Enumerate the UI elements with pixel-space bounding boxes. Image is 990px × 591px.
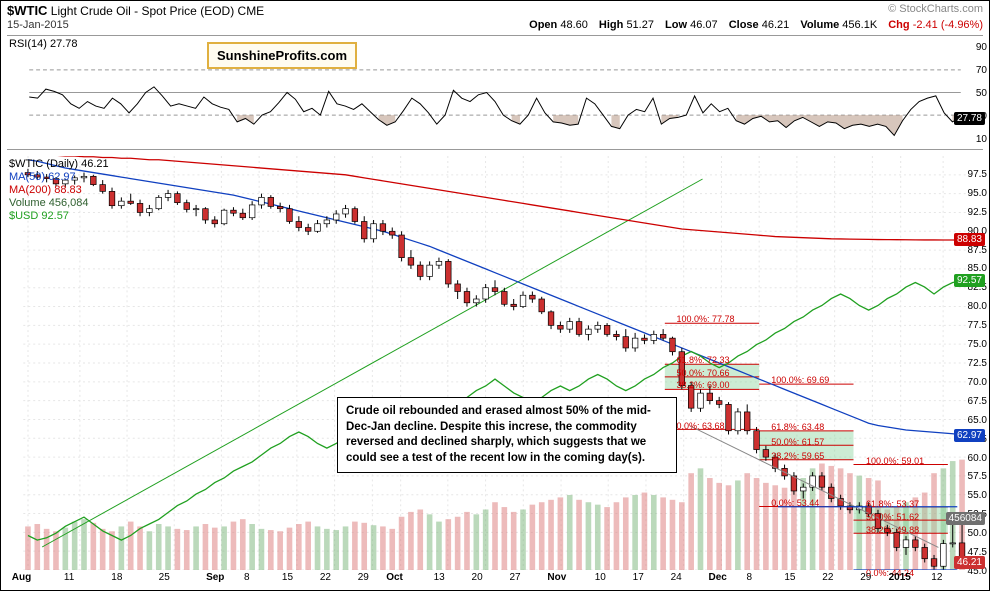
ticker-symbol: $WTIC [7, 3, 47, 18]
price-tag: 46.21 [954, 556, 985, 569]
price-tag: 92.57 [954, 274, 985, 287]
low-val: 46.07 [690, 19, 718, 31]
x-tick: 8 [244, 572, 250, 583]
x-tick: 29 [358, 572, 369, 583]
x-tick: 29 [860, 572, 871, 583]
x-tick: 17 [633, 572, 644, 583]
chg-label: Chg [888, 19, 909, 31]
legend-ma50: MA(50) 62.97 [9, 171, 109, 184]
x-tick: 15 [784, 572, 795, 583]
x-tick: 8 [746, 572, 752, 583]
volume-val: 456.1K [842, 19, 877, 31]
fib-label: 61.8%: 53.37 [866, 499, 919, 509]
rsi-label: RSI(14) 27.78 [9, 38, 77, 50]
fib-label: 50.0%: 61.57 [771, 437, 824, 447]
legend-volume: Volume 456,084 [9, 197, 109, 210]
x-tick: 20 [472, 572, 483, 583]
x-tick: 24 [671, 572, 682, 583]
fib-label: 61.8%: 63.48 [771, 422, 824, 432]
open-label: Open [529, 19, 557, 31]
high-val: 51.27 [626, 19, 654, 31]
x-tick: 18 [111, 572, 122, 583]
x-tick: 27 [509, 572, 520, 583]
x-tick: 13 [434, 572, 445, 583]
fib-label: 0.0%: 63.68 [676, 421, 724, 431]
x-tick: 10 [595, 572, 606, 583]
fib-label: 38.2%: 69.00 [676, 380, 729, 390]
fib-label: 100.0%: 77.78 [676, 314, 734, 324]
x-tick: 25 [159, 572, 170, 583]
price-tag: 88.83 [954, 233, 985, 246]
x-tick: 22 [822, 572, 833, 583]
chart-header: $WTIC Light Crude Oil - Spot Price (EOD)… [7, 3, 983, 19]
legend-ma200: MA(200) 88.83 [9, 184, 109, 197]
fib-label: 0.0%: 53.44 [771, 498, 819, 508]
x-tick: Dec [709, 572, 727, 583]
rsi-scale: 9070503010 [959, 36, 987, 149]
rsi-panel: RSI(14) 27.78 SunshineProfits.com 907050… [7, 35, 983, 150]
fib-label: 100.0%: 59.01 [866, 456, 924, 466]
x-axis: Aug 11 18 25 Sep 8 15 22 29 Oct 13 20 27 Nov 10 17 24 Dec… [7, 572, 983, 588]
annotation-box: Crude oil rebounded and erased almost 50… [337, 397, 677, 473]
legend-main: $WTIC (Daily) 46.21 [9, 158, 109, 171]
price-plot [7, 156, 983, 570]
chg-val: -2.41 (-4.96%) [913, 19, 983, 31]
fib-label: 100.0%: 69.69 [771, 375, 829, 385]
price-tag: 62.97 [954, 429, 985, 442]
fib-label: 50.0%: 70.66 [676, 368, 729, 378]
fib-label: 50.0%: 51.62 [866, 512, 919, 522]
rsi-plot [7, 36, 983, 149]
watermark: SunshineProfits.com [207, 42, 357, 69]
ticker-desc: Light Crude Oil - Spot Price (EOD) CME [51, 4, 264, 18]
price-panel: $WTIC (Daily) 46.21 MA(50) 62.97 MA(200)… [7, 156, 983, 570]
close-label: Close [729, 19, 759, 31]
price-tag: 456084 [946, 512, 985, 525]
high-label: High [599, 19, 623, 31]
x-tick: 11 [64, 572, 74, 583]
legend: $WTIC (Daily) 46.21 MA(50) 62.97 MA(200)… [9, 158, 109, 223]
chart-date: 15-Jan-2015 [7, 19, 69, 31]
x-tick: Aug [12, 572, 31, 583]
x-tick: Sep [206, 572, 224, 583]
x-tick: 12 [931, 572, 942, 583]
x-tick: Nov [547, 572, 566, 583]
close-val: 46.21 [762, 19, 790, 31]
fib-label: 38.2%: 49.88 [866, 525, 919, 535]
source-label: © StockCharts.com [888, 3, 983, 15]
x-tick: Oct [386, 572, 403, 583]
volume-label: Volume [800, 19, 839, 31]
open-val: 48.60 [560, 19, 588, 31]
fib-label: 38.2%: 59.65 [771, 451, 824, 461]
legend-usd: $USD 92.57 [9, 210, 109, 223]
fib-label: 61.8%: 72.33 [676, 355, 729, 365]
chart-container: $WTIC Light Crude Oil - Spot Price (EOD)… [0, 0, 990, 591]
x-tick: 15 [282, 572, 293, 583]
price-y-scale: 97.595.092.590.087.585.082.580.077.575.0… [953, 156, 987, 570]
x-tick: 2015 [889, 572, 911, 583]
rsi-current-tag: 27.78 [954, 112, 985, 125]
subheader: 15-Jan-2015 Open 48.60 High 51.27 Low 46… [7, 19, 983, 31]
low-label: Low [665, 19, 687, 31]
x-tick: 22 [320, 572, 331, 583]
